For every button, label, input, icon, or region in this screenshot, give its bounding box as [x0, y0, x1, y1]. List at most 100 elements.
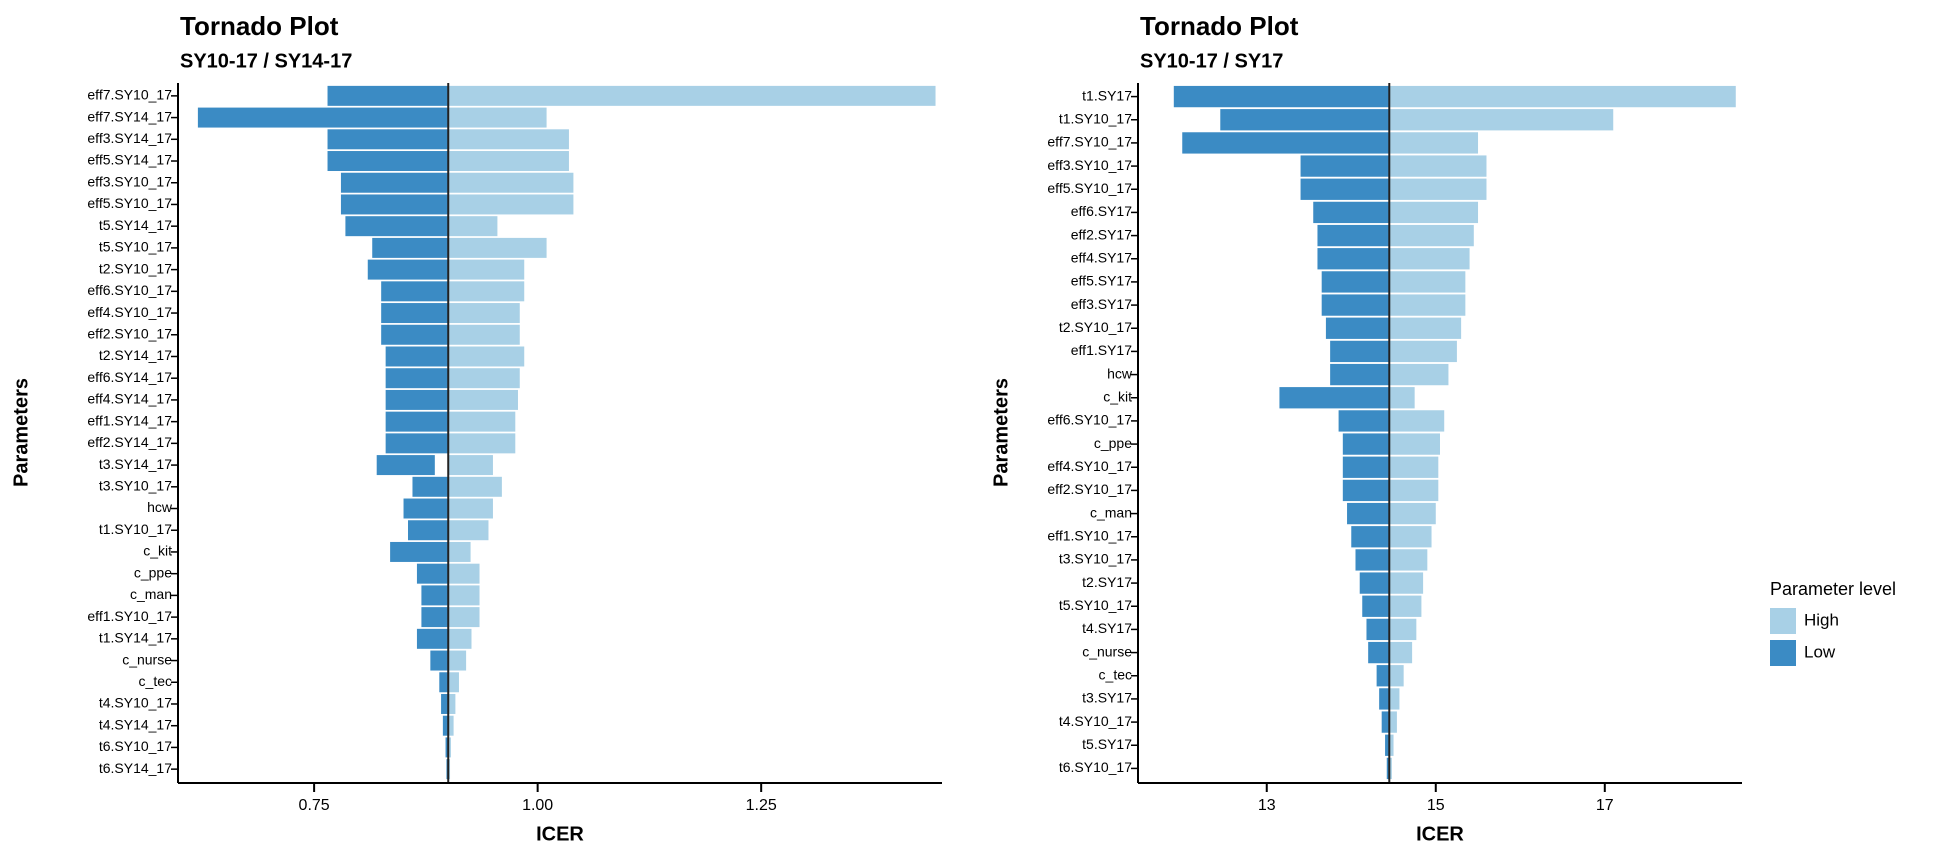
bar-high [448, 433, 515, 453]
bar-low [1362, 596, 1389, 617]
bar-low [372, 238, 448, 258]
param-label: eff6.SY17 [1071, 203, 1132, 219]
bar-low [441, 694, 448, 714]
param-label: eff4.SY10_17 [1047, 458, 1132, 474]
tornado-left-panel: Tornado PlotSY10-17 / SY14-17eff7.SY10_1… [0, 0, 980, 848]
bar-high [448, 455, 493, 475]
bar-high [448, 368, 520, 388]
bar-low [386, 390, 449, 410]
bar-low [328, 129, 449, 149]
bar-low [1317, 248, 1389, 269]
param-label: eff6.SY14_17 [87, 369, 172, 385]
param-label: c_man [1090, 504, 1132, 520]
bar-low [404, 499, 449, 519]
bar-low [1379, 688, 1389, 709]
bar-low [1351, 526, 1389, 547]
bar-high [1389, 572, 1423, 593]
bar-high [448, 390, 518, 410]
param-label: eff7.SY14_17 [87, 108, 172, 124]
bar-high [1389, 665, 1403, 686]
bar-high [448, 694, 455, 714]
param-label: t2.SY10_17 [99, 260, 172, 276]
bar-low [1322, 294, 1390, 315]
param-label: eff3.SY17 [1071, 296, 1132, 312]
bar-high [1389, 109, 1613, 130]
param-label: eff7.SY10_17 [87, 87, 172, 103]
bar-low [328, 151, 449, 171]
bar-low [386, 346, 449, 366]
legend-title: Parameter level [1770, 579, 1896, 599]
chart-title: Tornado Plot [180, 11, 339, 41]
param-label: t2.SY17 [1082, 574, 1132, 590]
bar-low [421, 607, 448, 627]
bar-low [1360, 572, 1390, 593]
param-label: c_kit [143, 543, 172, 559]
bar-low [381, 325, 448, 345]
bar-high [1389, 202, 1478, 223]
bar-low [1377, 665, 1390, 686]
bar-low [386, 368, 449, 388]
x-tick-label: 0.75 [299, 797, 330, 814]
bar-low [1330, 364, 1389, 385]
param-label: c_nurse [1082, 643, 1132, 659]
bar-high [1389, 526, 1431, 547]
param-label: t4.SY10_17 [1059, 713, 1132, 729]
param-label: t2.SY14_17 [99, 347, 172, 363]
bar-high [448, 672, 459, 692]
bar-low [1347, 503, 1389, 524]
param-label: t5.SY10_17 [1059, 597, 1132, 613]
x-tick-label: 1.25 [746, 797, 777, 814]
bar-high [448, 108, 546, 128]
bar-low [386, 412, 449, 432]
bar-low [1330, 341, 1389, 362]
bar-high [1389, 341, 1457, 362]
bar-high [1389, 503, 1435, 524]
param-label: t1.SY10_17 [1059, 110, 1132, 126]
bar-high [448, 194, 573, 214]
bar-low [1301, 155, 1390, 176]
bar-low [1220, 109, 1389, 130]
param-label: eff4.SY14_17 [87, 391, 172, 407]
param-label: t3.SY17 [1082, 690, 1132, 706]
param-label: c_ppe [134, 564, 172, 580]
param-label: eff2.SY14_17 [87, 434, 172, 450]
bar-high [1389, 179, 1486, 200]
param-label: c_man [130, 586, 172, 602]
x-tick-label: 15 [1427, 797, 1445, 814]
param-label: t6.SY10_17 [99, 738, 172, 754]
param-label: eff4.SY17 [1071, 249, 1132, 265]
bar-high [448, 303, 520, 323]
bar-low [1317, 225, 1389, 246]
bar-low [390, 542, 448, 562]
bar-low [1343, 480, 1389, 501]
bar-low [1279, 387, 1389, 408]
bar-high [448, 585, 479, 605]
param-label: eff5.SY17 [1071, 273, 1132, 289]
bar-low [377, 455, 435, 475]
bar-low [381, 303, 448, 323]
bar-low [1326, 318, 1389, 339]
bar-high [448, 651, 466, 671]
bar-low [1182, 132, 1389, 153]
bar-low [386, 433, 449, 453]
bar-high [448, 173, 573, 193]
y-axis-title: Parameters [10, 378, 32, 487]
bar-high [448, 238, 546, 258]
bar-low [328, 86, 449, 106]
legend-label-low: Low [1804, 642, 1836, 661]
param-label: hcw [1107, 365, 1133, 381]
bar-low [417, 629, 448, 649]
bar-high [1389, 318, 1461, 339]
bar-high [448, 151, 569, 171]
bar-low [381, 281, 448, 301]
bar-high [448, 86, 935, 106]
legend-swatch-low [1770, 640, 1796, 666]
param-label: t4.SY17 [1082, 620, 1132, 636]
param-label: t5.SY10_17 [99, 239, 172, 255]
tornado-right-panel: Tornado PlotSY10-17 / SY17t1.SY17t1.SY10… [980, 0, 1960, 848]
param-label: t6.SY10_17 [1059, 759, 1132, 775]
bar-high [1389, 225, 1474, 246]
param-label: t1.SY14_17 [99, 630, 172, 646]
x-tick-label: 1.00 [522, 797, 553, 814]
bar-high [1389, 294, 1465, 315]
